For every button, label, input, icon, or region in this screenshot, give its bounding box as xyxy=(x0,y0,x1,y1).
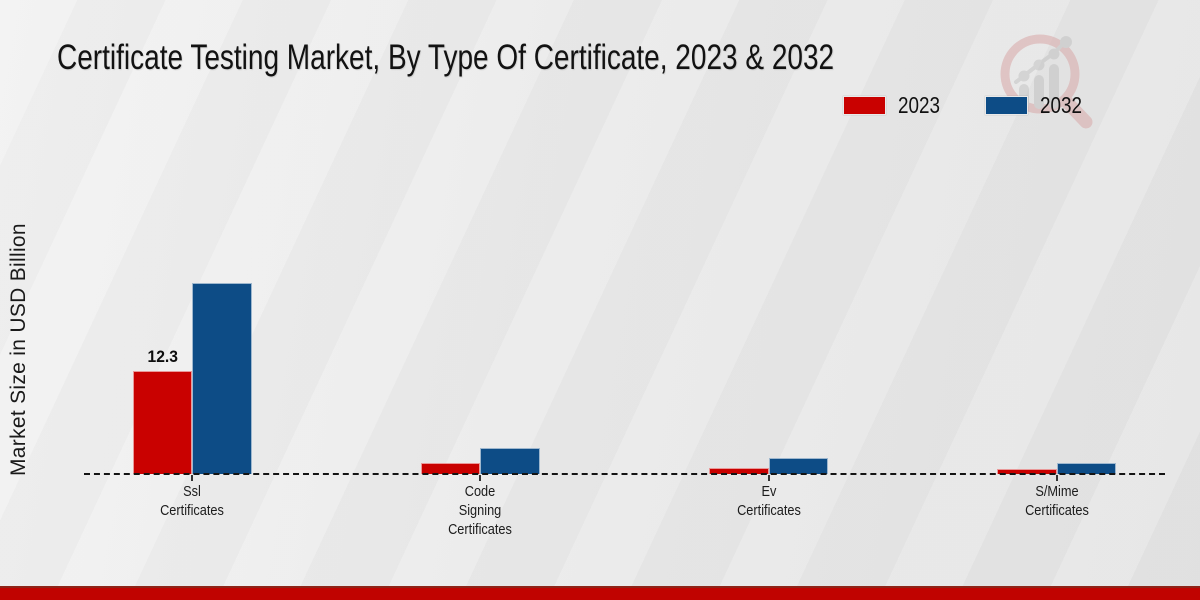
x-axis-tick xyxy=(767,475,770,481)
bar-value-label: 12.3 xyxy=(147,347,178,366)
legend-label-2023: 2023 xyxy=(898,92,940,118)
x-axis-tick xyxy=(479,475,482,481)
bar-2032-4 xyxy=(1056,463,1117,474)
bar-2032-1 xyxy=(192,283,252,474)
x-axis-baseline xyxy=(84,473,1165,475)
bar-2023-2 xyxy=(420,463,481,474)
x-axis-tick xyxy=(1055,475,1058,481)
legend: 2023 2032 xyxy=(843,92,1091,119)
x-axis-category-label: S/Mime Certificates xyxy=(1024,484,1089,519)
legend-swatch-2032 xyxy=(985,96,1029,115)
x-axis-tick xyxy=(191,475,193,481)
bar-2023-1 xyxy=(132,371,192,474)
bar-2032-3 xyxy=(768,458,829,474)
x-axis-category-label: Code Signing Certificates xyxy=(448,484,513,538)
chart-title: Certificate Testing Market, By Type Of C… xyxy=(57,38,835,77)
bar-2023-4 xyxy=(997,469,1057,474)
magnifier-growth-logo-icon xyxy=(1000,34,1093,129)
legend-label-2032: 2032 xyxy=(1040,92,1083,118)
legend-swatch-2023 xyxy=(843,96,886,115)
x-axis-category-label: Ev Certificates xyxy=(736,484,801,519)
bar-2023-3 xyxy=(709,468,769,474)
footer-accent-bar xyxy=(0,586,1200,600)
x-axis-category-label: Ssl Certificates xyxy=(160,484,224,519)
legend-item-2023: 2023 xyxy=(843,92,949,119)
legend-item-2032: 2032 xyxy=(985,92,1091,119)
bar-2032-2 xyxy=(480,448,540,474)
